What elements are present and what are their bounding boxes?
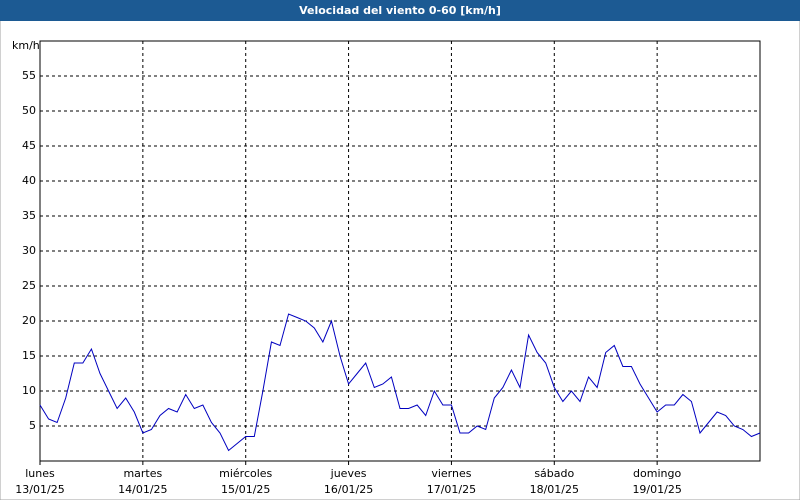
x-tick-date: 17/01/25 bbox=[427, 483, 476, 496]
y-axis-label: km/h bbox=[12, 39, 40, 52]
x-tick-label: domingo bbox=[633, 467, 681, 480]
x-tick-label: jueves bbox=[330, 467, 367, 480]
title-bar bbox=[0, 0, 800, 21]
x-tick-label: viernes bbox=[431, 467, 471, 480]
y-tick-label: 40 bbox=[22, 174, 36, 187]
x-tick-date: 19/01/25 bbox=[632, 483, 681, 496]
x-tick-date: 15/01/25 bbox=[221, 483, 270, 496]
y-tick-label: 5 bbox=[29, 419, 36, 432]
x-tick-label: sábado bbox=[534, 467, 574, 480]
chart-title: Velocidad del viento 0-60 [km/h] bbox=[299, 4, 501, 17]
y-tick-label: 35 bbox=[22, 209, 36, 222]
y-tick-label: 55 bbox=[22, 69, 36, 82]
y-tick-label: 15 bbox=[22, 349, 36, 362]
x-tick-label: miércoles bbox=[219, 467, 272, 480]
y-tick-label: 10 bbox=[22, 384, 36, 397]
y-tick-label: 50 bbox=[22, 104, 36, 117]
x-tick-date: 18/01/25 bbox=[530, 483, 579, 496]
y-tick-label: 45 bbox=[22, 139, 36, 152]
x-tick-date: 16/01/25 bbox=[324, 483, 373, 496]
line-series bbox=[39, 313, 761, 452]
y-tick-label: 20 bbox=[22, 314, 36, 327]
x-tick-label: lunes bbox=[25, 467, 55, 480]
x-tick-date: 13/01/25 bbox=[15, 483, 64, 496]
y-tick-label: 25 bbox=[22, 279, 36, 292]
x-tick-date: 14/01/25 bbox=[118, 483, 167, 496]
y-tick-label: 30 bbox=[22, 244, 36, 257]
x-tick-label: martes bbox=[123, 467, 162, 480]
